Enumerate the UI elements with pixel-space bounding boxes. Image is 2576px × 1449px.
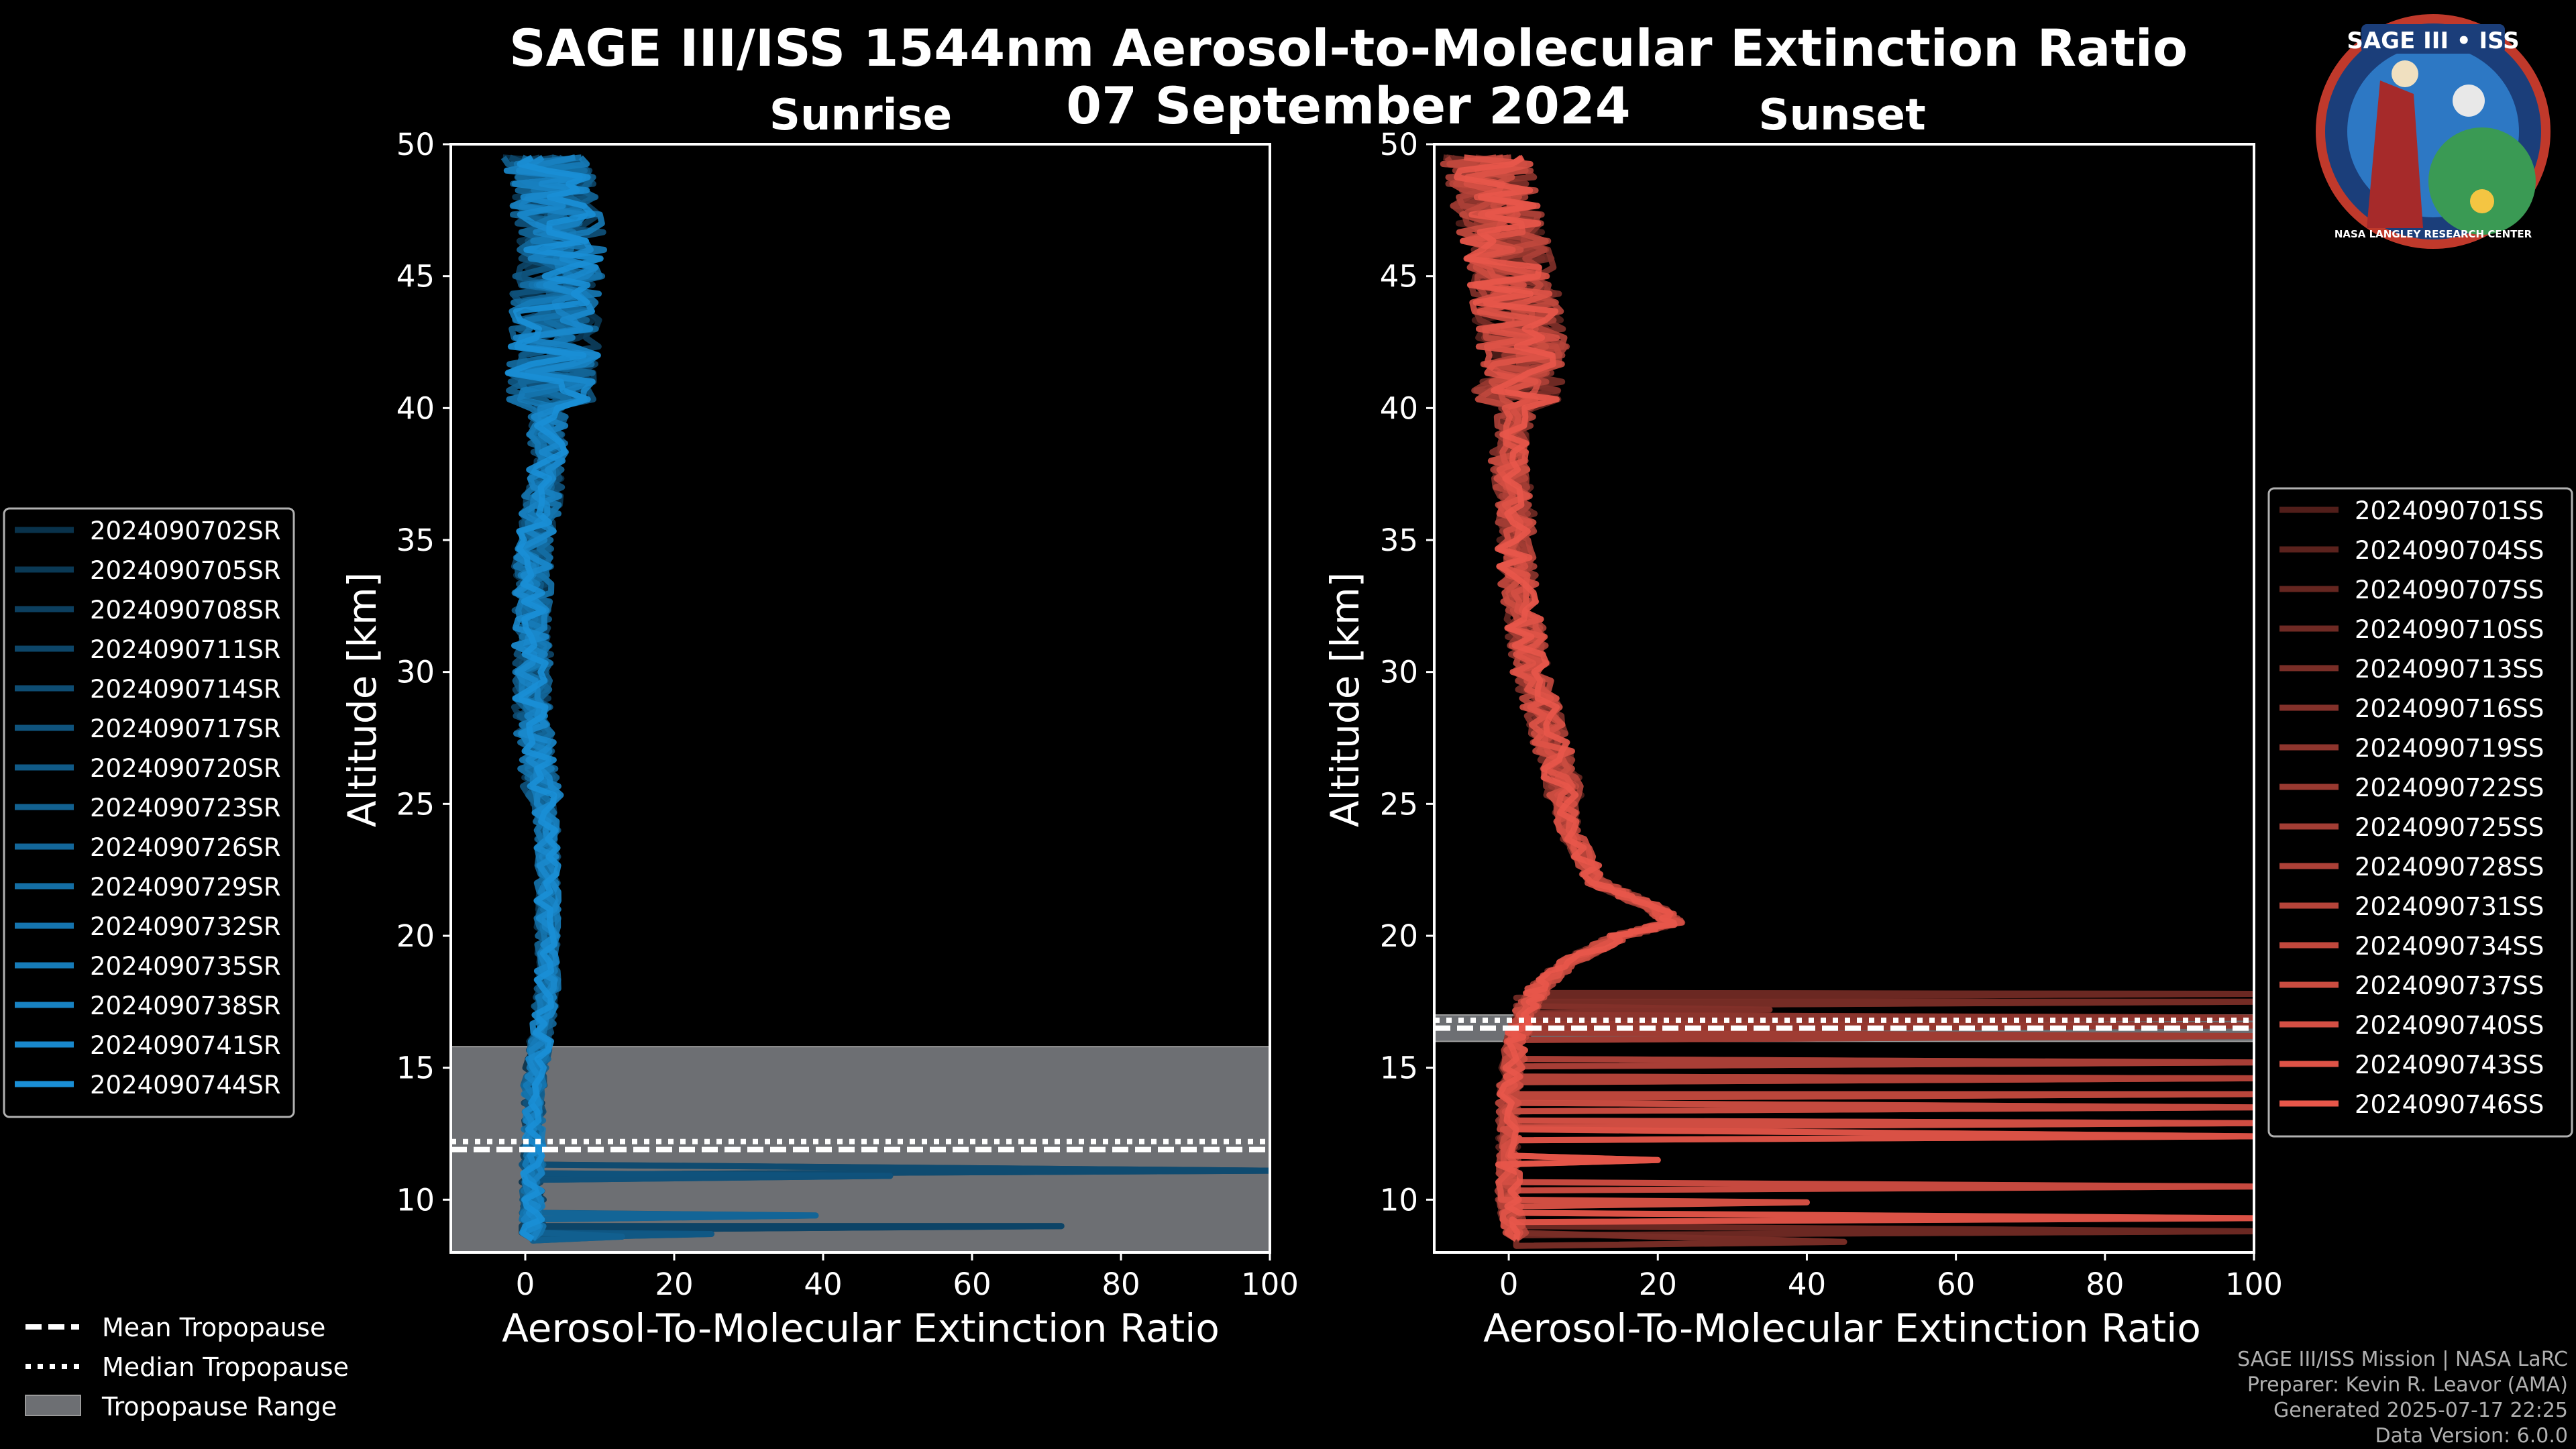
sunrise-legend-label: 2024090729SR (90, 873, 281, 902)
logo-ring-text: NASA LANGLEY RESEARCH CENTER (2334, 228, 2532, 240)
sunrise-ylabel: Altitude [km] (339, 572, 385, 827)
sunset-ytick-label: 25 (1380, 786, 1418, 822)
sunrise-legend-label: 2024090726SR (90, 833, 281, 862)
credit-line-4: Data Version: 6.0.0 (2375, 1424, 2568, 1448)
sunset-ytick-label: 10 (1380, 1182, 1418, 1218)
sunset-title: Sunset (1758, 91, 1925, 140)
sunset-ytick-label: 45 (1380, 259, 1418, 294)
sunset-legend: 2024090701SS 2024090704SS 2024090707SS 2024… (2267, 487, 2573, 1138)
sunset-xtick-label: 20 (1639, 1267, 1677, 1302)
mean-tropopause-label: Mean Tropopause (102, 1313, 325, 1342)
sunset-panel: 0 20 40 60 80 100 10 15 20 25 30 35 40 45 50 (1380, 127, 2283, 1302)
sunrise-legend-label: 2024090702SR (90, 517, 281, 545)
sunrise-axes-frame (449, 143, 1271, 1254)
sunset-profile-2024090731SS (1449, 155, 2254, 1242)
sunrise-ytick-label: 20 (396, 918, 435, 954)
sunset-xtick-label: 80 (2086, 1267, 2124, 1302)
figure-date: 07 September 2024 (1066, 76, 1630, 136)
median-tropopause-label: Median Tropopause (102, 1352, 349, 1382)
sunset-xlabel: Aerosol-To-Molecular Extinction Ratio (1483, 1305, 2201, 1351)
sunset-xtick-label: 100 (2225, 1267, 2283, 1302)
sunset-legend-label: 2024090731SS (2355, 892, 2544, 921)
sunrise-ytick-label: 50 (396, 127, 435, 162)
sunrise-legend-label: 2024090735SR (90, 952, 281, 981)
tropopause-range-swatch (25, 1395, 81, 1416)
sunrise-legend-label: 2024090705SR (90, 556, 281, 585)
tropopause-range-label: Tropopause Range (101, 1392, 337, 1421)
sunset-legend-label: 2024090743SS (2355, 1051, 2544, 1079)
sunrise-legend: 2024090702SR 2024090705SR 2024090708SR 2024… (3, 507, 295, 1118)
sunset-ylabel: Altitude [km] (1322, 572, 1368, 827)
sunset-legend-box (2267, 487, 2573, 1138)
sunrise-legend-label: 2024090720SR (90, 754, 281, 783)
sunset-xtick-label: 40 (1788, 1267, 1826, 1302)
sunrise-legend-label: 2024090711SR (90, 635, 281, 664)
sunrise-legend-label: 2024090744SR (90, 1071, 281, 1099)
sunrise-ytick-label: 35 (396, 523, 435, 558)
credit-line-3: Generated 2025-07-17 22:25 (2273, 1399, 2568, 1422)
sunset-profile-2024090746SS (1454, 154, 2254, 1240)
sunrise-ytick-label: 40 (396, 390, 435, 426)
sunrise-ytick-label: 25 (396, 786, 435, 822)
credits: SAGE III/ISS Mission | NASA LaRC Prepare… (2237, 1348, 2568, 1448)
sunset-ytick-label: 40 (1380, 390, 1418, 426)
sunrise-xtick-label: 100 (1241, 1267, 1299, 1302)
sunrise-xtick-label: 80 (1102, 1267, 1140, 1302)
credit-line-2: Preparer: Kevin R. Leavor (AMA) (2247, 1373, 2568, 1397)
sunrise-legend-label: 2024090714SR (90, 675, 281, 704)
sunset-ytick-label: 15 (1380, 1051, 1418, 1086)
sunset-legend-label: 2024090704SS (2355, 536, 2544, 565)
sunrise-xtick-label: 40 (804, 1267, 842, 1302)
sunrise-ytick-label: 10 (396, 1182, 435, 1218)
sunrise-profiles (500, 154, 1270, 1244)
sunset-legend-label: 2024090722SS (2355, 773, 2544, 802)
sage-iii-logo: SAGE III • ISS NASA LANGLEY RESEARCH CEN… (2316, 14, 2551, 249)
sunrise-xlabel: Aerosol-To-Molecular Extinction Ratio (502, 1305, 1220, 1351)
sunrise-xtick-label: 60 (953, 1267, 991, 1302)
sunrise-ytick-label: 45 (396, 259, 435, 294)
sunrise-legend-box (3, 507, 295, 1118)
sunset-profiles (1440, 154, 2254, 1249)
sunset-legend-label: 2024090716SS (2355, 694, 2544, 723)
sunset-legend-label: 2024090701SS (2355, 496, 2544, 525)
sunset-profile-2024090743SS (1460, 154, 2254, 1242)
sunrise-legend-label: 2024090717SR (90, 714, 281, 743)
sunset-legend-label: 2024090707SS (2355, 576, 2544, 604)
sunrise-legend-label: 2024090708SR (90, 596, 281, 625)
sunset-ytick-label: 50 (1380, 127, 1418, 162)
logo-text: SAGE III • ISS (2347, 28, 2519, 54)
sunset-legend-label: 2024090719SS (2355, 734, 2544, 763)
sunrise-title: Sunrise (769, 91, 952, 140)
sunset-legend-label: 2024090713SS (2355, 655, 2544, 684)
sunset-legend-label: 2024090734SS (2355, 932, 2544, 961)
sunrise-legend-label: 2024090738SR (90, 991, 281, 1020)
sunrise-panel: 0 20 40 60 80 100 10 15 20 25 30 35 40 45 50 (396, 127, 1299, 1302)
sunset-legend-label: 2024090746SS (2355, 1090, 2544, 1119)
sunset-axes-frame (1433, 143, 2255, 1254)
figure-title: SAGE III/ISS 1544nm Aerosol-to-Molecular… (509, 18, 2188, 78)
sunset-legend-label: 2024090737SS (2355, 971, 2544, 1000)
sunrise-xtick-label: 0 (516, 1267, 535, 1302)
sunrise-legend-label: 2024090741SR (90, 1031, 281, 1060)
sunset-xtick-label: 0 (1499, 1267, 1519, 1302)
tropopause-legend: Mean Tropopause Median Tropopause Tropop… (25, 1313, 349, 1421)
sunrise-legend-label: 2024090732SR (90, 912, 281, 941)
sunset-ytick-label: 30 (1380, 655, 1418, 690)
sunset-legend-label: 2024090728SS (2355, 853, 2544, 881)
sunrise-ytick-label: 30 (396, 655, 435, 690)
sunset-ytick-label: 20 (1380, 918, 1418, 954)
sunrise-ytick-label: 15 (396, 1051, 435, 1086)
sunrise-legend-label: 2024090723SR (90, 794, 281, 822)
sunset-legend-label: 2024090725SS (2355, 813, 2544, 842)
sunset-legend-label: 2024090710SS (2355, 615, 2544, 644)
sunrise-xtick-label: 20 (655, 1267, 693, 1302)
sunrise-profile-2024090744SR (504, 154, 604, 1242)
sunset-xtick-label: 60 (1937, 1267, 1975, 1302)
sunset-ytick-label: 35 (1380, 523, 1418, 558)
credit-line-1: SAGE III/ISS Mission | NASA LaRC (2237, 1348, 2568, 1371)
sunset-legend-label: 2024090740SS (2355, 1011, 2544, 1040)
